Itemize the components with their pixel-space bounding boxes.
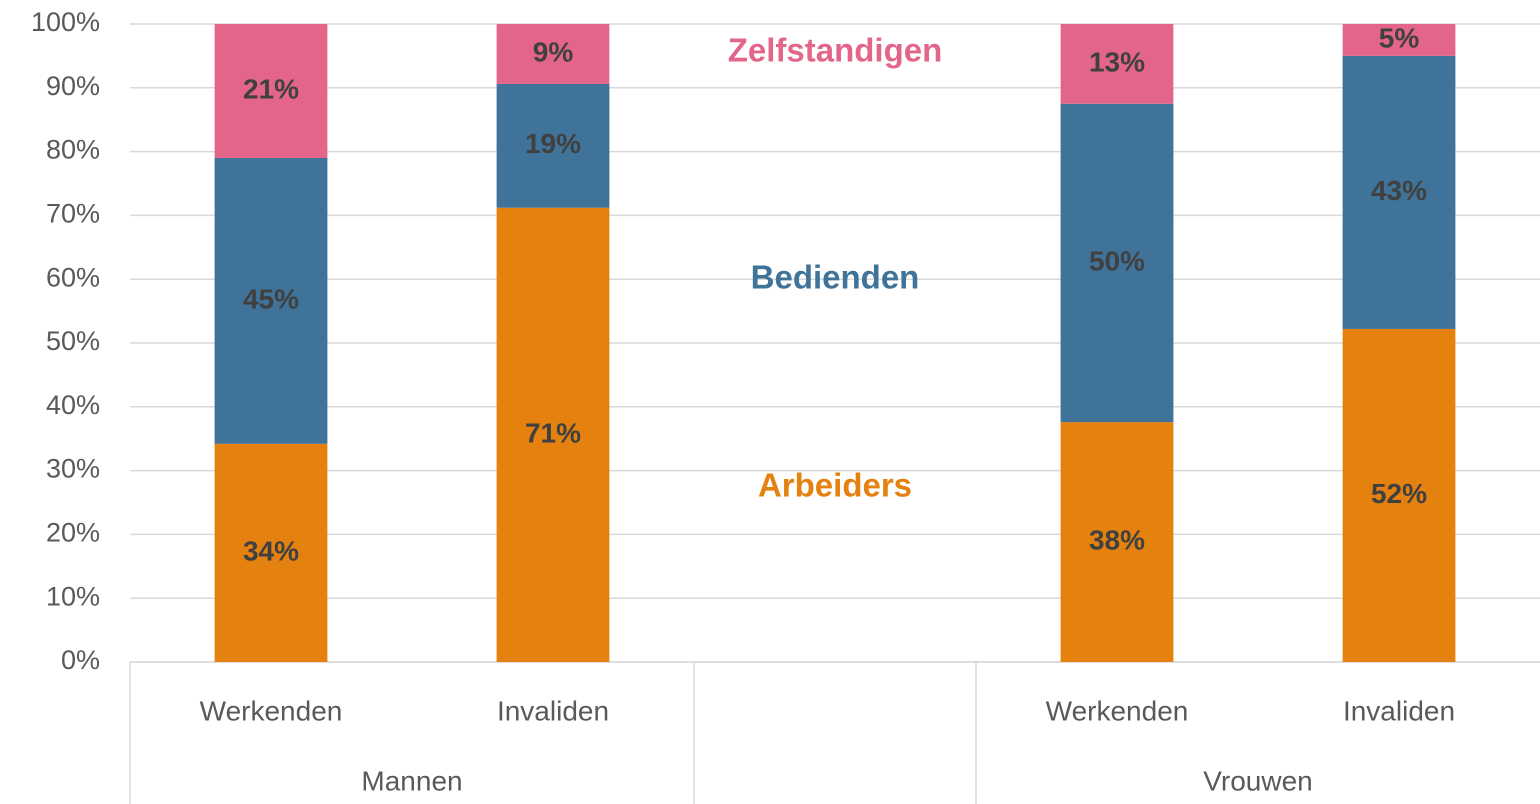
bar-segment [1060, 422, 1174, 662]
bar-segment [1342, 55, 1456, 329]
bar-segment [214, 157, 328, 444]
y-tick-label: 70% [46, 199, 100, 229]
data-label: 45% [243, 283, 299, 314]
y-tick-label: 20% [46, 518, 100, 548]
y-tick-label: 30% [46, 454, 100, 484]
bar-segment [1060, 24, 1174, 104]
bar-segment [1342, 328, 1456, 662]
bar-segment [1060, 103, 1174, 423]
y-tick-label: 60% [46, 262, 100, 292]
data-label: 5% [1379, 22, 1420, 53]
bar-segment [214, 443, 328, 662]
data-label: 13% [1089, 46, 1145, 77]
data-label: 43% [1371, 175, 1427, 206]
y-tick-label: 40% [46, 390, 100, 420]
series-label: Bedienden [751, 259, 920, 296]
bar-segment [496, 207, 610, 662]
x-tick-label: Invaliden [497, 695, 609, 726]
group-label: Vrouwen [1203, 765, 1312, 796]
data-label: 21% [243, 73, 299, 104]
data-label: 71% [525, 417, 581, 448]
series-label: Zelfstandigen [728, 32, 943, 69]
data-label: 9% [533, 36, 574, 67]
data-label: 52% [1371, 478, 1427, 509]
y-tick-label: 50% [46, 326, 100, 356]
y-tick-label: 90% [46, 71, 100, 101]
group-label: Mannen [361, 765, 462, 796]
y-tick-label: 10% [46, 581, 100, 611]
y-tick-label: 100% [31, 7, 100, 37]
bar-segment [496, 83, 610, 208]
y-tick-label: 80% [46, 135, 100, 165]
data-label: 19% [525, 128, 581, 159]
data-label: 50% [1089, 245, 1145, 276]
x-tick-label: Invaliden [1343, 695, 1455, 726]
bar-segment [496, 24, 610, 84]
x-tick-label: Werkenden [1046, 695, 1189, 726]
y-tick-label: 0% [61, 645, 100, 675]
series-label: Arbeiders [758, 467, 912, 504]
x-tick-label: Werkenden [200, 695, 343, 726]
bar-segment [1342, 24, 1456, 56]
bar-segment [214, 24, 328, 158]
data-label: 38% [1089, 524, 1145, 555]
data-label: 34% [243, 535, 299, 566]
